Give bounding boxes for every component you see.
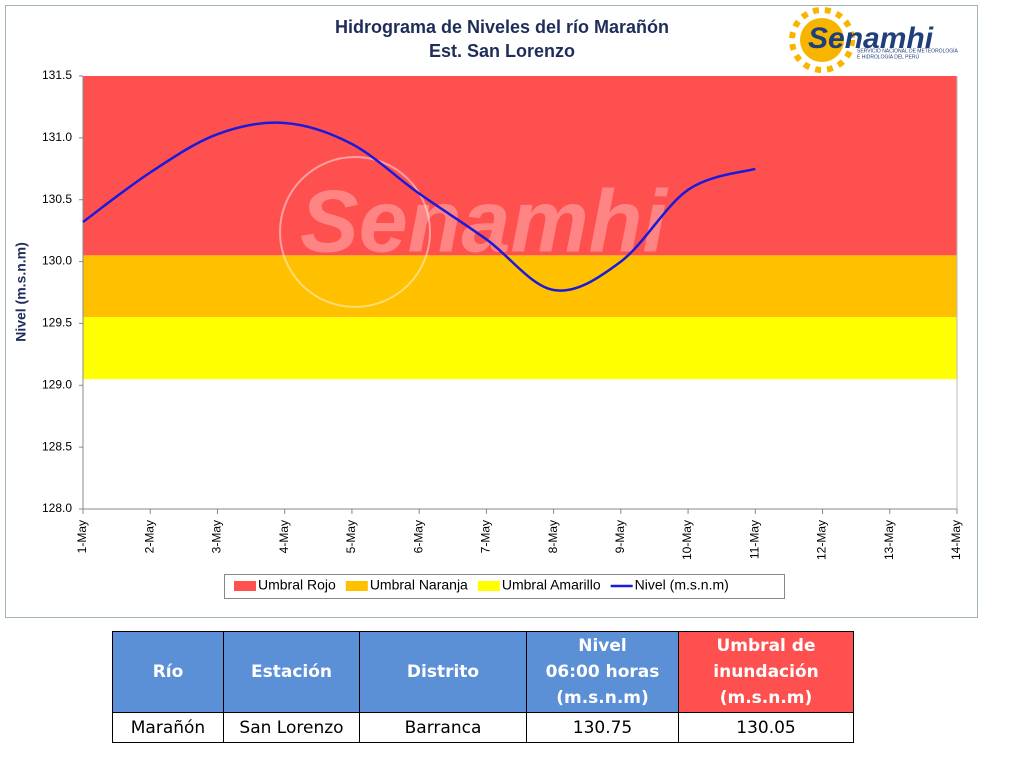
summary-table: Río Estación Distrito Nivel 06:00 horas (m… [112,631,854,743]
logo-caption: E HIDROLOGÍA DEL PERÚ [857,53,919,60]
logo-sun [800,18,844,62]
header-cell: Nivel 06:00 horas (m.s.n.m) [526,631,679,713]
chart-subtitle: Est. San Lorenzo [429,41,575,61]
header-cell: Distrito [359,631,527,713]
logo-caption: SERVICIO NACIONAL DE METEOROLOGÍA [857,47,959,54]
header-cell: Umbral de inundación (m.s.n.m) [678,631,854,713]
y-tick-label: 131.0 [42,130,72,144]
x-tick-label: 2-May [142,520,156,553]
header-text: Estación [250,662,332,682]
legend-label: Umbral Naranja [370,577,468,593]
x-tick-label: 4-May [277,520,291,553]
header-cell: Río [112,631,224,713]
header-text: Distrito [406,662,480,682]
legend-box [224,574,785,599]
x-tick-label: 6-May [411,520,425,553]
header-text: (m.s.n.m) [556,688,649,708]
plot-area: Senamhi 128.0 128.5 129.0 129.5 130.0 130.5 131… [42,68,963,560]
header-cell: Estación [223,631,360,713]
x-tick-label: 13-May [882,520,896,560]
legend-label: Umbral Amarillo [502,577,601,593]
header-text: inundación [713,662,819,682]
x-tick-label: 12-May [815,520,829,560]
y-tick-label: 129.5 [42,316,72,330]
y-tick-label: 128.5 [42,439,72,453]
y-tick-label: 130.5 [42,192,72,206]
legend-swatch [345,581,368,591]
y-tick-label: 131.5 [42,68,72,82]
threshold-band [83,255,957,318]
y-axis-label: Nivel (m.s.n.m) [13,242,29,342]
threshold-band [83,76,957,256]
threshold-band [83,317,957,380]
chart-title: Hidrograma de Niveles del río Marañón [335,17,669,37]
cell: 130.75 [526,712,679,743]
y-tick-label: 128.0 [42,501,72,515]
header-text: Umbral de [716,636,816,656]
y-tick-label: 130.0 [42,254,72,268]
x-tick-label: 1-May [75,520,89,553]
x-tick-label: 5-May [344,520,358,553]
chart: Senamhi 128.0 128.5 129.0 129.5 130.0 130.5 131… [5,5,978,618]
cell: 130.05 [678,712,854,743]
watermark-sun [279,156,431,308]
logo-name: Senamhi [808,22,934,55]
x-tick-label: 8-May [546,520,560,553]
legend-swatch [477,581,500,591]
x-tick-label: 14-May [949,520,963,560]
logo: Senamhi SERVICIO NACIONAL DE METEOROLOGÍ… [789,7,959,73]
legend-label: Nivel (m.s.n.m) [635,577,729,593]
x-tick-label: 9-May [613,520,627,553]
cell: San Lorenzo [223,712,360,743]
x-tick-label: 11-May [747,520,761,559]
legend-label: Umbral Rojo [258,577,336,593]
legend: Umbral Rojo Umbral Naranja Umbral Amarillo… [224,574,785,599]
header-text: (m.s.n.m) [719,688,813,708]
header-text: Río [152,662,184,682]
legend-swatch [234,581,256,591]
header-text: 06:00 horas [545,662,660,682]
watermark: Senamhi [300,171,668,270]
y-tick-label: 129.0 [42,377,72,391]
level-line [82,121,756,292]
x-tick-label: 7-May [479,520,493,553]
header-text: Nivel [578,636,627,656]
x-tick-label: 10-May [680,520,694,560]
logo-rays [789,7,855,73]
cell: Barranca [359,712,527,743]
x-tick-label: 3-May [210,520,224,553]
cell: Marañón [112,712,224,743]
